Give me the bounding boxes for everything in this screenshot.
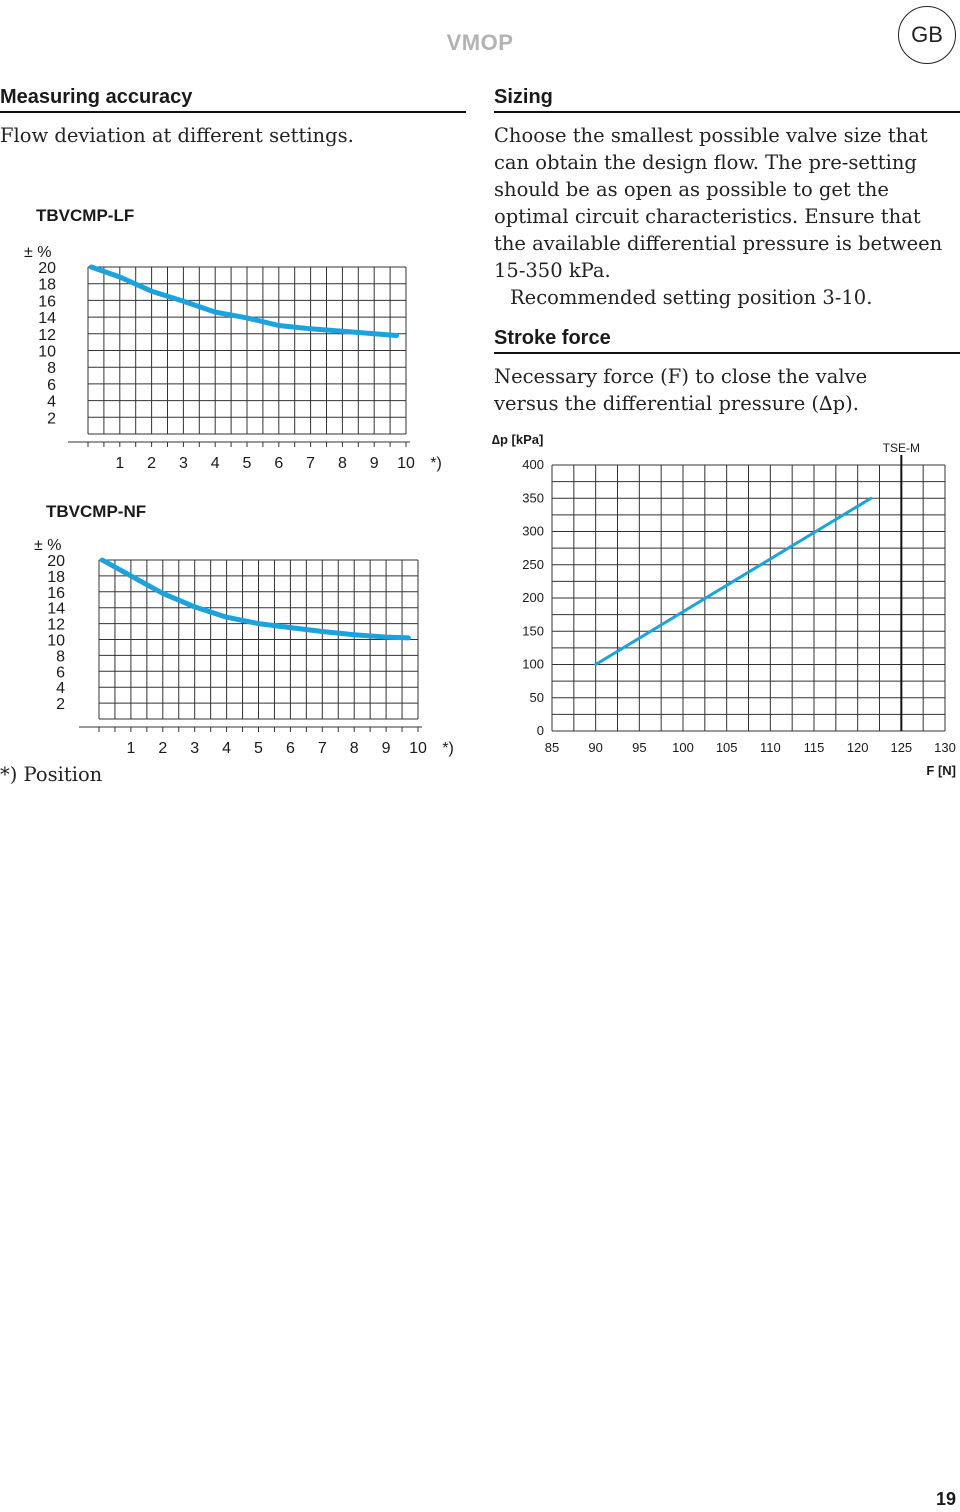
x-tick-label: 7 <box>318 740 327 757</box>
position-footnote: *) Position <box>0 763 103 786</box>
y-tick-label: 10 <box>38 344 56 361</box>
y-tick-label: 18 <box>38 277 56 294</box>
x-tick-label: 2 <box>147 455 156 472</box>
x-tick-label: 10 <box>409 740 427 757</box>
page-number: 19 <box>935 1489 956 1509</box>
x-tick-label: 8 <box>338 455 347 472</box>
sizing-line: 15-350 kPa. <box>494 259 611 282</box>
y-tick-label: 300 <box>522 524 544 539</box>
x-tick-label: 5 <box>243 455 252 472</box>
sizing-line: Choose the smallest possible valve size … <box>494 124 928 147</box>
sizing-paragraph: Choose the smallest possible valve size … <box>494 122 960 311</box>
sizing-heading: Sizing <box>494 86 960 113</box>
x-tick-label: 9 <box>382 740 391 757</box>
stroke-force-heading: Stroke force <box>494 327 960 354</box>
y-tick-label: 6 <box>47 377 56 394</box>
x-tick-label: 95 <box>632 740 646 755</box>
x-tick-label: 7 <box>306 455 315 472</box>
y-tick-label: 4 <box>47 394 56 411</box>
y-tick-label: 2 <box>47 410 56 427</box>
x-tick-label: 4 <box>211 455 220 472</box>
sizing-line: should be as open as possible to get the <box>494 178 889 201</box>
y-tick-label: 16 <box>38 293 56 310</box>
series-curve <box>88 264 399 338</box>
y-tick-label: 14 <box>47 601 65 618</box>
x-tick-label: 120 <box>847 740 869 755</box>
tse-m-marker-label: TSE-M <box>883 441 920 455</box>
stroke-force-paragraph: Necessary force (F) to close the valve v… <box>494 363 960 417</box>
x-tick-label: 6 <box>286 740 295 757</box>
x-axis-label: F [N] <box>926 763 956 778</box>
y-tick-label: 10 <box>47 633 65 650</box>
sizing-line: optimal circuit characteristics. Ensure … <box>494 205 921 228</box>
y-tick-label: 350 <box>522 490 544 505</box>
stroke-force-line <box>594 496 873 666</box>
x-tick-label: 1 <box>115 455 124 472</box>
chart-title-lf: TBVCMP-LF <box>36 206 135 225</box>
sizing-line: the available differential pressure is b… <box>494 232 943 255</box>
x-tick-label: 125 <box>890 740 912 755</box>
y-tick-label: 250 <box>522 557 544 572</box>
y-tick-label: 0 <box>537 723 544 738</box>
stroke-line: Necessary force (F) to close the valve <box>494 365 868 388</box>
x-tick-label: 10 <box>397 455 415 472</box>
x-tick-label: 115 <box>804 740 825 755</box>
x-tick-label: 105 <box>716 740 738 755</box>
sizing-line: can obtain the design flow. The pre-sett… <box>494 151 917 174</box>
y-tick-label: 18 <box>47 569 65 586</box>
x-tick-label: 85 <box>545 740 559 755</box>
chart-stroke-force: ∆p [kPa] 0 50 100 150 200 250 300 350 400 85 90 95 10… <box>492 432 956 778</box>
measuring-accuracy-heading: Measuring accuracy <box>0 86 466 113</box>
x-axis-suffix: *) <box>430 455 442 472</box>
y-tick-label: 200 <box>522 590 544 605</box>
y-tick-label: 4 <box>56 680 65 697</box>
y-tick-label: 8 <box>56 648 65 665</box>
x-tick-label: 3 <box>190 740 199 757</box>
x-tick-label: 110 <box>760 740 781 755</box>
page-header-title: VMOP <box>446 30 514 55</box>
y-tick-label: 12 <box>47 617 65 634</box>
measuring-accuracy-text: Flow deviation at different settings. <box>0 124 354 147</box>
x-tick-label: 5 <box>254 740 263 757</box>
y-tick-label: 150 <box>522 623 544 638</box>
y-axis-label: ∆p [kPa] <box>492 432 543 447</box>
x-tick-label: 6 <box>274 455 283 472</box>
y-tick-label: 14 <box>38 310 56 327</box>
y-tick-label: 100 <box>522 657 544 672</box>
y-tick-label: 6 <box>56 664 65 681</box>
y-tick-label: 400 <box>522 457 544 472</box>
chart-title-nf: TBVCMP-NF <box>46 502 147 521</box>
x-axis-suffix: *) <box>442 740 454 757</box>
x-tick-label: 9 <box>370 455 379 472</box>
y-tick-label: 16 <box>47 585 65 602</box>
y-axis-label: ± % <box>24 244 51 261</box>
y-axis-label: ± % <box>34 537 61 554</box>
recommended-setting: Recommended setting position 3-10. <box>510 286 873 309</box>
x-tick-label: 100 <box>672 740 694 755</box>
x-tick-label: 2 <box>158 740 167 757</box>
y-tick-label: 8 <box>47 360 56 377</box>
x-tick-label: 8 <box>350 740 359 757</box>
y-tick-label: 20 <box>47 553 65 570</box>
x-tick-label: 90 <box>588 740 602 755</box>
x-tick-label: 3 <box>179 455 188 472</box>
y-tick-label: 50 <box>530 690 544 705</box>
x-tick-label: 130 <box>934 740 956 755</box>
y-tick-label: 20 <box>38 260 56 277</box>
series-curve <box>99 557 411 641</box>
stroke-line: versus the differential pressure (∆p). <box>494 392 859 415</box>
x-tick-label: 4 <box>222 740 231 757</box>
y-tick-label: 12 <box>38 327 56 344</box>
language-badge: GB <box>898 6 956 64</box>
y-tick-label: 2 <box>56 696 65 713</box>
x-tick-label: 1 <box>126 740 135 757</box>
